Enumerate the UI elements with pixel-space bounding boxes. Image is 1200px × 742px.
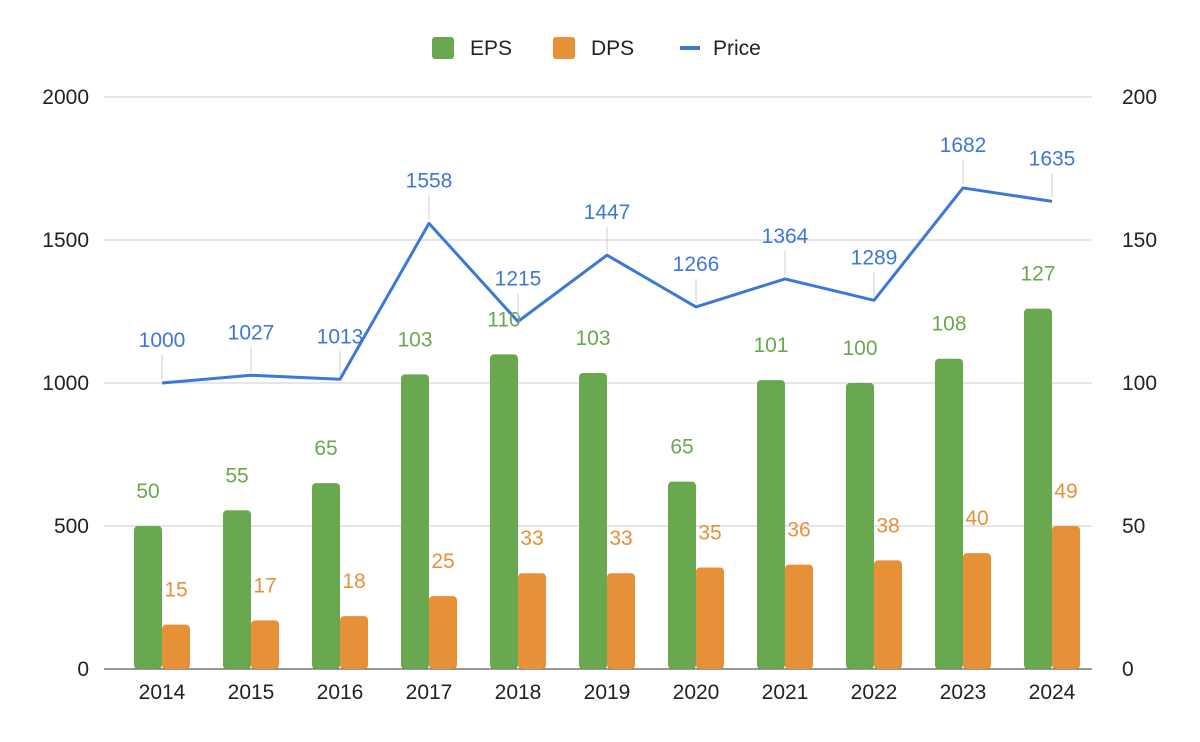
x-axis-tick-label: 2024 (1029, 681, 1076, 704)
price-data-label: 1447 (584, 201, 631, 224)
right-axis: 0 50 100 150 200 (1122, 86, 1157, 681)
eps-data-label: 127 (1020, 263, 1055, 286)
x-axis: 2014 2015 2016 2017 2018 2019 2020 2021 2022 2023… (139, 681, 1076, 704)
dps-data-label: 35 (698, 521, 721, 544)
legend-dps-swatch (553, 37, 575, 59)
bars (134, 308, 1080, 669)
legend-eps-swatch (432, 37, 454, 59)
price-data-label: 1027 (228, 321, 275, 344)
dps-bar (429, 596, 457, 669)
x-axis-tick-label: 2014 (139, 681, 186, 704)
dps-data-label: 38 (876, 514, 899, 537)
right-axis-tick-label: 100 (1122, 372, 1157, 395)
eps-bar (490, 354, 518, 669)
left-axis-tick-label: 500 (54, 515, 89, 538)
left-axis: 0 500 1000 1500 2000 (42, 86, 89, 681)
price-data-label: 1289 (851, 246, 898, 269)
eps-bar (668, 481, 696, 669)
x-axis-tick-label: 2015 (228, 681, 275, 704)
dps-bar (696, 567, 724, 669)
left-axis-tick-label: 1000 (42, 372, 89, 395)
data-labels: 50 15 55 17 65 18 103 25 110 33 103 33 65 35 101 36 100 3… (136, 134, 1077, 602)
right-axis-tick-label: 150 (1122, 229, 1157, 252)
price-data-label: 1364 (762, 225, 809, 248)
legend-price-swatch (680, 46, 700, 50)
eps-bar (134, 526, 162, 669)
eps-data-label: 65 (670, 436, 693, 459)
eps-data-label: 103 (575, 327, 610, 350)
price-line-layer (161, 186, 1053, 385)
eps-bar (312, 483, 340, 669)
legend-dps-label: DPS (591, 37, 634, 60)
legend-dps: DPS (553, 37, 634, 60)
dps-bar (251, 620, 279, 669)
dps-data-label: 36 (787, 519, 810, 542)
x-axis-tick-label: 2019 (584, 681, 631, 704)
eps-data-label: 100 (842, 337, 877, 360)
left-axis-tick-label: 0 (77, 658, 89, 681)
dps-bar (607, 573, 635, 669)
dps-bar (785, 564, 813, 669)
dps-bar (162, 624, 190, 669)
x-axis-tick-label: 2021 (762, 681, 809, 704)
eps-bar (757, 380, 785, 669)
eps-data-label: 50 (136, 480, 159, 503)
dps-data-label: 33 (609, 527, 632, 550)
legend-price-label: Price (713, 37, 761, 60)
eps-bar (401, 374, 429, 669)
dps-data-label: 49 (1054, 480, 1077, 503)
dps-bar (518, 573, 546, 669)
eps-bar (846, 383, 874, 669)
x-axis-tick-label: 2020 (673, 681, 720, 704)
dps-bar (1052, 526, 1080, 669)
dps-data-label: 15 (164, 579, 187, 602)
x-axis-tick-label: 2016 (317, 681, 364, 704)
eps-data-label: 55 (225, 464, 248, 487)
eps-data-label: 103 (397, 328, 432, 351)
eps-data-label: 101 (753, 334, 788, 357)
price-data-label: 1558 (406, 169, 453, 192)
left-axis-tick-label: 2000 (42, 86, 89, 109)
x-axis-tick-label: 2022 (851, 681, 898, 704)
price-data-label: 1000 (139, 329, 186, 352)
price-data-label: 1635 (1029, 147, 1076, 170)
eps-bar (223, 510, 251, 669)
dps-data-label: 17 (253, 574, 276, 597)
dps-bar (340, 616, 368, 669)
eps-data-label: 108 (931, 313, 966, 336)
right-axis-tick-label: 50 (1122, 515, 1145, 538)
dps-bar (963, 553, 991, 669)
left-axis-tick-label: 1500 (42, 229, 89, 252)
price-data-label: 1266 (673, 253, 720, 276)
dps-data-label: 18 (342, 570, 365, 593)
legend-eps: EPS (432, 37, 512, 60)
x-axis-tick-label: 2017 (406, 681, 453, 704)
legend-price: Price (680, 37, 761, 60)
legend-eps-label: EPS (470, 37, 512, 60)
dps-data-label: 40 (965, 507, 988, 530)
price-data-label: 1215 (495, 268, 542, 291)
dps-data-label: 33 (520, 527, 543, 550)
eps-data-label: 65 (314, 437, 337, 460)
price-data-label: 1013 (317, 325, 364, 348)
eps-bar (935, 358, 963, 669)
right-axis-tick-label: 0 (1122, 658, 1134, 681)
x-axis-tick-label: 2023 (940, 681, 987, 704)
eps-bar (1024, 308, 1052, 669)
eps-bar (579, 372, 607, 669)
dps-data-label: 25 (431, 550, 454, 573)
right-axis-tick-label: 200 (1122, 86, 1157, 109)
price-data-label: 1682 (940, 134, 987, 157)
legend: EPS DPS Price (432, 37, 761, 60)
x-axis-tick-label: 2018 (495, 681, 542, 704)
dps-bar (874, 560, 902, 669)
eps-data-label: 110 (487, 308, 520, 331)
